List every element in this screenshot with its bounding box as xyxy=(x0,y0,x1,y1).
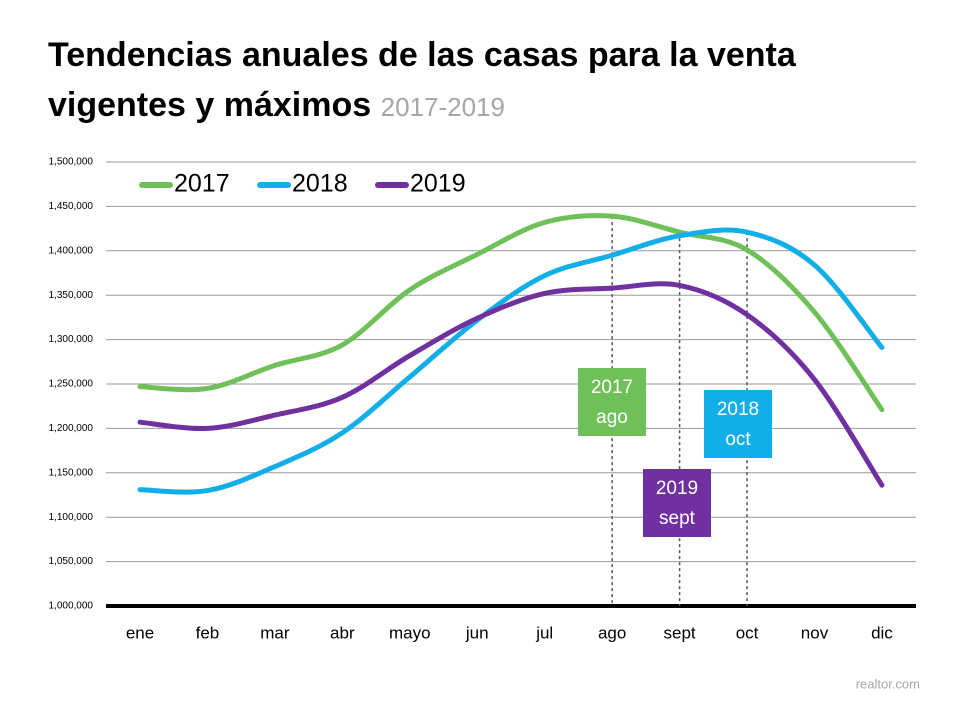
x-tick-label: feb xyxy=(196,623,220,642)
x-tick-label: dic xyxy=(871,623,893,642)
annotation-text: 2017 xyxy=(591,377,633,398)
legend-label: 2019 xyxy=(410,170,466,198)
annotation-text: ago xyxy=(596,407,628,428)
chart-subtitle: 2017-2019 xyxy=(380,92,505,122)
x-tick-label: ago xyxy=(598,623,626,642)
annotation-text: sept xyxy=(659,508,696,529)
y-tick-label: 1,200,000 xyxy=(49,423,94,434)
y-tick-label: 1,000,000 xyxy=(49,601,94,612)
x-tick-label: abr xyxy=(330,623,355,642)
y-tick-label: 1,450,000 xyxy=(49,201,94,212)
chart-title-block: Tendencias anuales de las casas para la … xyxy=(48,30,868,132)
x-tick-label: mayo xyxy=(389,623,431,642)
annotation-box xyxy=(643,469,711,537)
y-tick-label: 1,400,000 xyxy=(49,245,94,256)
chart-title: Tendencias anuales de las casas para la … xyxy=(48,36,796,124)
line-series xyxy=(137,227,885,495)
legend-label: 2017 xyxy=(174,170,230,198)
line-series xyxy=(137,281,885,488)
legend-label: 2018 xyxy=(292,170,348,198)
y-tick-label: 1,500,000 xyxy=(49,157,94,168)
annotation-box xyxy=(578,368,646,436)
x-tick-label: jun xyxy=(465,623,489,642)
y-tick-label: 1,350,000 xyxy=(49,290,94,301)
y-tick-label: 1,050,000 xyxy=(49,556,94,567)
x-tick-label: nov xyxy=(801,623,829,642)
annotation-text: oct xyxy=(725,429,751,450)
x-tick-label: jul xyxy=(535,623,553,642)
y-tick-label: 1,100,000 xyxy=(49,512,94,523)
x-tick-label: mar xyxy=(260,623,290,642)
line-series xyxy=(137,213,885,413)
annotation-box xyxy=(704,390,772,458)
annotation-text: 2018 xyxy=(717,399,759,420)
x-tick-label: ene xyxy=(126,623,154,642)
y-tick-label: 1,300,000 xyxy=(49,334,94,345)
x-tick-label: oct xyxy=(736,623,759,642)
y-tick-label: 1,250,000 xyxy=(49,379,94,390)
source: realtor.com xyxy=(856,676,920,691)
annotation-text: 2019 xyxy=(656,478,698,499)
x-tick-label: sept xyxy=(664,623,696,642)
y-tick-label: 1,150,000 xyxy=(49,467,94,478)
